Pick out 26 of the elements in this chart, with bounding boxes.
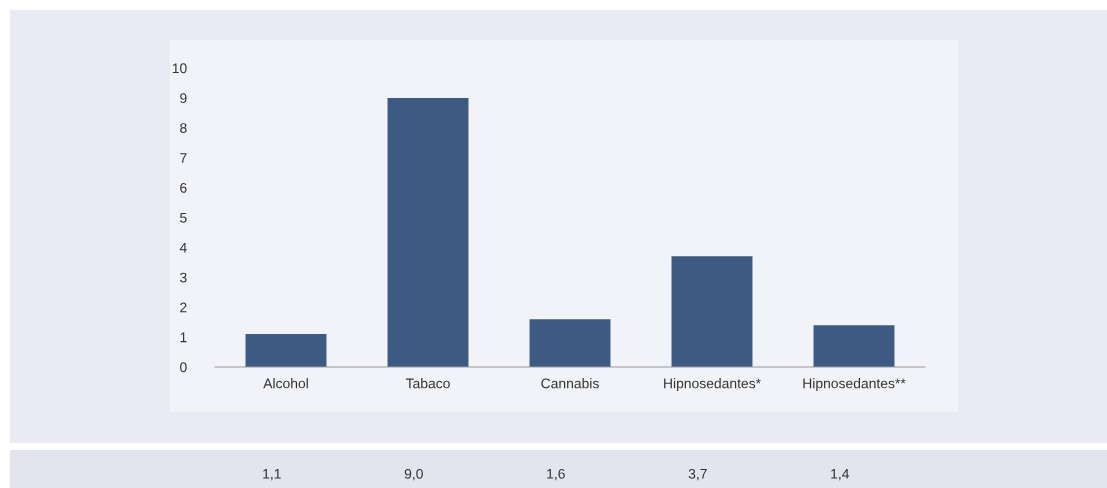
y-tick-label: 1 — [180, 332, 187, 343]
bar — [671, 256, 753, 367]
y-tick-label: 3 — [180, 272, 187, 283]
x-tick-label: Hipnosedantes** — [803, 378, 906, 392]
y-tick-label: 9 — [180, 93, 187, 104]
data-label: 1,1 — [263, 469, 281, 481]
bar — [529, 319, 611, 367]
bar — [387, 97, 469, 367]
x-tick-label: Hipnosedantes* — [664, 378, 761, 392]
data-label: 1,4 — [831, 469, 850, 481]
x-tick-label: Alcohol — [263, 378, 308, 389]
data-label: 9,0 — [404, 468, 423, 481]
y-tick-label: 2 — [180, 302, 187, 313]
y-tick-label: 10 — [172, 63, 187, 74]
data-label: 1,6 — [547, 468, 565, 481]
data-label: 3,7 — [688, 468, 707, 481]
y-tick-label: 0 — [180, 362, 187, 373]
x-tick-label: Cannabis — [541, 378, 599, 389]
x-tick-label: Tabaco — [405, 378, 450, 389]
bar — [813, 325, 895, 367]
y-tick-label: 5 — [180, 212, 187, 223]
y-tick-label: 4 — [179, 242, 187, 253]
y-tick-label: 6 — [180, 182, 187, 193]
bar — [245, 334, 327, 367]
y-tick-label: 8 — [180, 123, 187, 133]
y-tick-label: 7 — [180, 153, 187, 163]
